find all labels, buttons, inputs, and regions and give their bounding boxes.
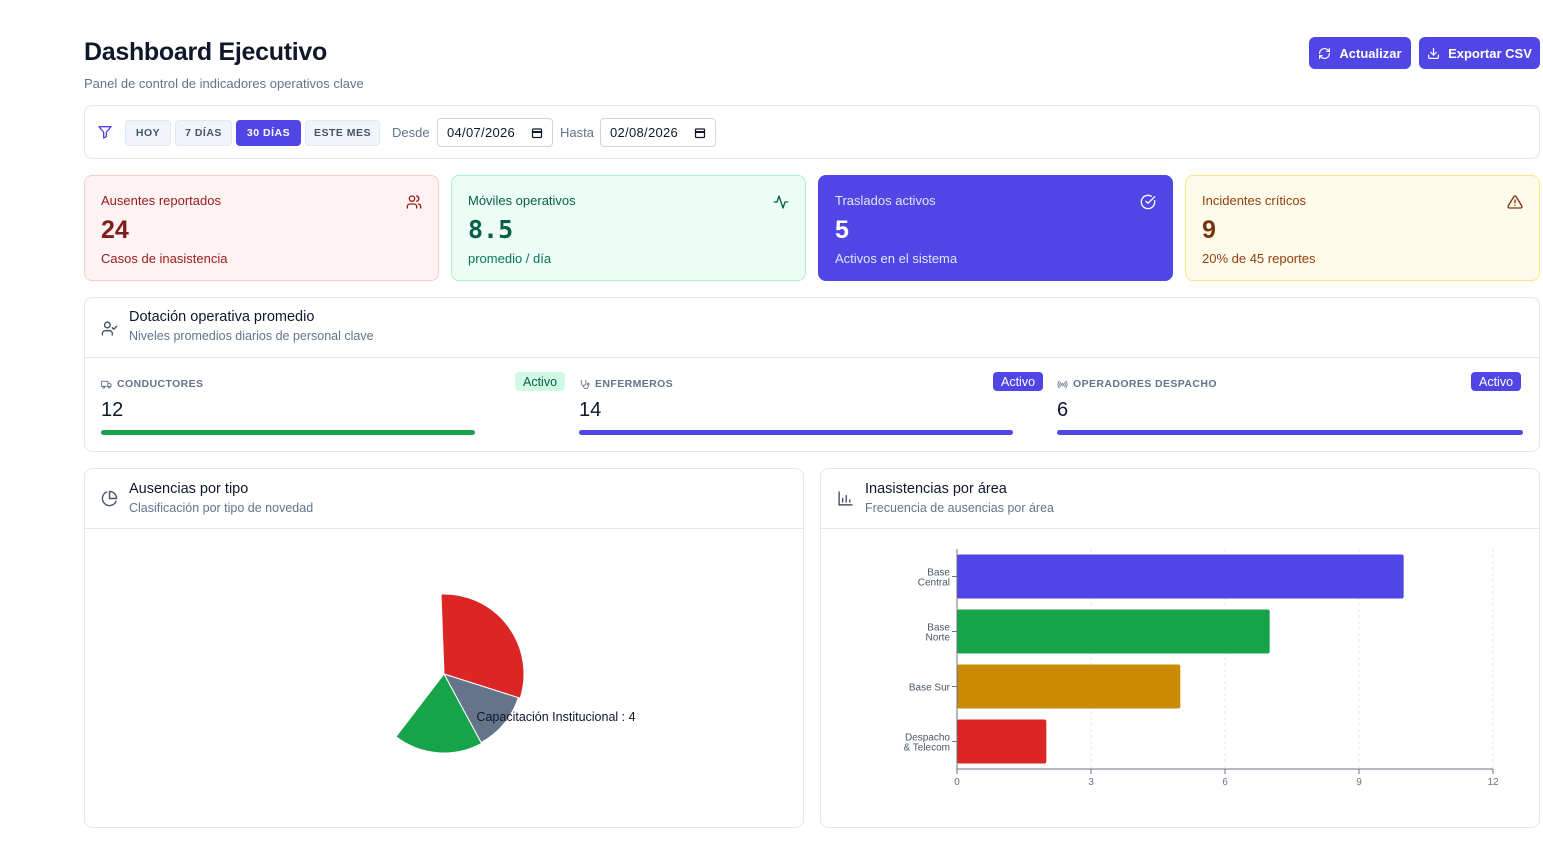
absence-panel-title: Ausencias por tipo xyxy=(129,481,249,497)
pie-slice[interactable] xyxy=(391,671,483,757)
staff-value: 12 xyxy=(101,399,124,421)
area-absence-panel: Inasistencias por área Frecuencia de aus… xyxy=(820,468,1540,828)
users-icon xyxy=(406,195,422,209)
download-icon xyxy=(1428,47,1440,59)
kpi-card-mobiles: Móviles operativos 8.5 promedio / día xyxy=(451,175,806,281)
absence-panel-header: Ausencias por tipo Clasificación por tip… xyxy=(85,469,803,529)
area-panel-subtitle: Frecuencia de ausencias por área xyxy=(865,501,1055,515)
status-badge: Activo xyxy=(1471,372,1522,391)
calendar-icon xyxy=(694,128,706,139)
bar[interactable] xyxy=(957,719,1047,764)
from-date-value: 04/07/2026 xyxy=(447,125,516,140)
staff-label: CONDUCTORES xyxy=(101,378,203,390)
export-csv-button[interactable]: Exportar CSV xyxy=(1419,37,1540,69)
pie-slice[interactable] xyxy=(442,668,522,746)
staffing-title: Dotación operativa promedio xyxy=(129,309,315,325)
staff-label: OPERADORES DESPACHO xyxy=(1057,378,1217,390)
kpi-sub: Activos en el sistema xyxy=(835,251,958,266)
to-label: Hasta xyxy=(560,125,594,140)
staffing-panel-header: Dotación operativa promedio Niveles prom… xyxy=(85,298,1539,358)
bar-chart-icon xyxy=(838,491,853,506)
kpi-label: Incidentes críticos xyxy=(1202,193,1307,208)
bar[interactable] xyxy=(957,609,1270,654)
area-panel-header: Inasistencias por área Frecuencia de aus… xyxy=(821,469,1539,529)
absence-panel-subtitle: Clasificación por tipo de novedad xyxy=(129,501,314,515)
to-date-value: 02/08/2026 xyxy=(610,125,679,140)
staff-bar xyxy=(1057,430,1523,435)
range-this-month-button[interactable]: ESTE MES xyxy=(305,120,380,146)
page-header: Dashboard Ejecutivo Panel de control de … xyxy=(84,38,364,91)
y-tick-label: Base Norte xyxy=(926,623,951,644)
range-today-button[interactable]: HOY xyxy=(125,120,171,146)
from-date-input[interactable]: 04/07/2026 xyxy=(437,118,553,147)
area-panel-title: Inasistencias por área xyxy=(865,481,1007,497)
kpi-label: Traslados activos xyxy=(835,193,936,208)
staffing-panel: Dotación operativa promedio Niveles prom… xyxy=(84,297,1540,452)
user-check-icon xyxy=(101,321,118,336)
to-date-input[interactable]: 02/08/2026 xyxy=(600,118,716,147)
staff-bar xyxy=(579,430,1014,435)
range-7-days-button[interactable]: 7 DÍAS xyxy=(175,120,232,146)
refresh-icon xyxy=(1319,47,1331,59)
staff-value: 6 xyxy=(1057,399,1069,421)
staff-label: ENFERMEROS xyxy=(579,378,673,390)
x-tick-label: 12 xyxy=(1487,777,1499,788)
kpi-sub: Casos de inasistencia xyxy=(101,251,228,266)
pie-tooltip-text: Capacitación Institucional : 4 xyxy=(476,710,635,724)
kpi-card-incidents: Incidentes críticos 9 20% de 45 reportes xyxy=(1185,175,1540,281)
export-label: Exportar CSV xyxy=(1448,45,1532,61)
pie-slice[interactable] xyxy=(437,587,526,704)
refresh-label: Actualizar xyxy=(1339,45,1402,61)
x-tick-label: 3 xyxy=(1088,777,1094,788)
absence-pie-chart: Capacitación Institucional : 4 xyxy=(391,587,636,757)
activity-icon xyxy=(773,195,789,209)
kpi-sub: promedio / día xyxy=(468,251,552,266)
bar[interactable] xyxy=(957,554,1404,599)
status-badge: Activo xyxy=(515,372,566,391)
staff-value: 14 xyxy=(579,399,602,421)
pie-chart-icon xyxy=(101,490,118,507)
kpi-value: 24 xyxy=(101,216,129,244)
y-tick-label: Base Sur xyxy=(909,683,951,694)
truck-icon xyxy=(101,380,112,389)
radio-icon xyxy=(1057,380,1068,388)
calendar-icon xyxy=(531,128,543,139)
absence-type-panel: Ausencias por tipo Clasificación por tip… xyxy=(84,468,804,828)
x-tick-label: 9 xyxy=(1356,777,1362,788)
check-circle-icon xyxy=(1140,194,1156,210)
alert-triangle-icon xyxy=(1507,195,1523,209)
area-bar-chart: 0 3 6 9 12 Base Central Base Norte Base Sur Despac… xyxy=(903,549,1499,788)
kpi-label: Móviles operativos xyxy=(468,193,576,208)
refresh-button[interactable]: Actualizar xyxy=(1309,37,1411,69)
page-subtitle: Panel de control de indicadores operativ… xyxy=(84,76,364,91)
y-tick-label: Base Central xyxy=(918,568,951,589)
y-tick-label: Despacho & Telecom xyxy=(903,733,950,754)
x-tick-label: 0 xyxy=(954,777,960,788)
bar[interactable] xyxy=(957,664,1181,709)
staff-bar xyxy=(101,430,476,435)
kpi-value: 8.5 xyxy=(468,215,514,244)
staff-label-text: OPERADORES DESPACHO xyxy=(1073,378,1217,390)
filter-icon xyxy=(98,126,112,139)
stethoscope-icon xyxy=(580,379,590,389)
page-title: Dashboard Ejecutivo xyxy=(84,38,327,66)
filter-bar: HOY 7 DÍAS 30 DÍAS ESTE MES Desde 04/07/… xyxy=(84,105,1540,159)
staffing-subtitle: Niveles promedios diarios de personal cl… xyxy=(129,329,374,343)
staff-label-text: ENFERMEROS xyxy=(595,378,674,390)
status-badge: Activo xyxy=(993,372,1044,391)
kpi-card-transfers: Traslados activos 5 Activos en el sistem… xyxy=(818,175,1173,281)
kpi-card-absent: Ausentes reportados 24 Casos de inasiste… xyxy=(84,175,439,281)
kpi-label: Ausentes reportados xyxy=(101,193,221,208)
range-30-days-button[interactable]: 30 DÍAS xyxy=(236,120,301,146)
staff-label-text: CONDUCTORES xyxy=(117,378,204,390)
kpi-sub: 20% de 45 reportes xyxy=(1202,251,1316,266)
from-label: Desde xyxy=(392,125,430,140)
x-tick-label: 6 xyxy=(1222,777,1228,788)
kpi-value: 9 xyxy=(1202,216,1216,244)
kpi-value: 5 xyxy=(835,216,849,244)
